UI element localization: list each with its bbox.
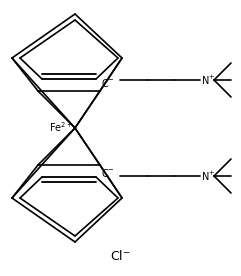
Text: N$^{+}$: N$^{+}$ — [201, 73, 215, 87]
Text: C$^{-}$: C$^{-}$ — [101, 77, 115, 89]
Text: Fe$^{2+}$: Fe$^{2+}$ — [49, 120, 73, 134]
Text: Cl$^{-}$: Cl$^{-}$ — [110, 249, 130, 263]
Text: C$^{-}$: C$^{-}$ — [101, 167, 115, 179]
Text: N$^{+}$: N$^{+}$ — [201, 169, 215, 182]
